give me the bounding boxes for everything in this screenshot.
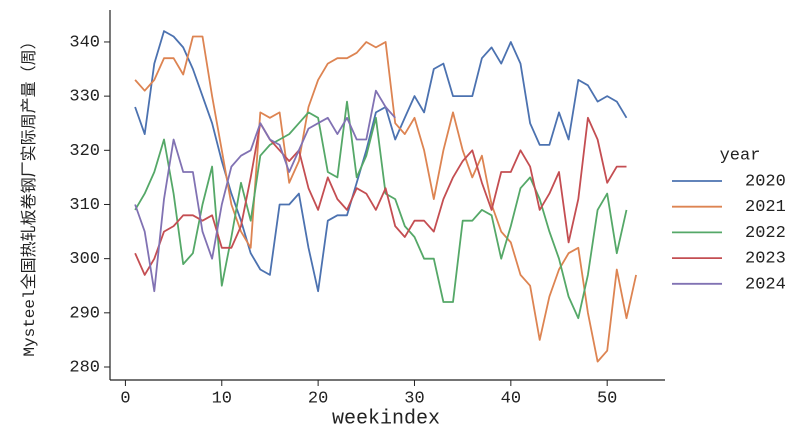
x-axis-label: weekindex [332, 407, 440, 430]
x-tick-label: 50 [597, 389, 617, 408]
series-line [134, 89, 396, 293]
legend-label: 2020 [745, 172, 786, 191]
series-line [134, 100, 628, 320]
y-tick-label: 340 [69, 33, 100, 52]
y-tick-label: 300 [69, 250, 100, 269]
y-tick-label: 290 [69, 304, 100, 323]
series-line [134, 35, 637, 363]
y-tick-label: 310 [69, 196, 100, 215]
y-tick-label: 330 [69, 88, 100, 107]
x-tick-label: 10 [212, 389, 232, 408]
x-tick-label: 30 [404, 389, 424, 408]
y-tick-label: 280 [69, 358, 100, 377]
y-tick-label: 320 [69, 142, 100, 161]
legend-label: 2023 [745, 250, 786, 269]
legend-label: 2021 [745, 198, 786, 217]
x-tick-label: 40 [501, 389, 521, 408]
legend-label: 2022 [745, 224, 786, 243]
x-tick-label: 0 [120, 389, 130, 408]
y-axis-label: Mysteel全国热轧板卷钢厂实际周产量（周） [20, 33, 39, 356]
legend-title: year [720, 146, 761, 165]
series-line [134, 30, 628, 293]
x-tick-label: 20 [308, 389, 328, 408]
legend-label: 2024 [745, 275, 786, 294]
